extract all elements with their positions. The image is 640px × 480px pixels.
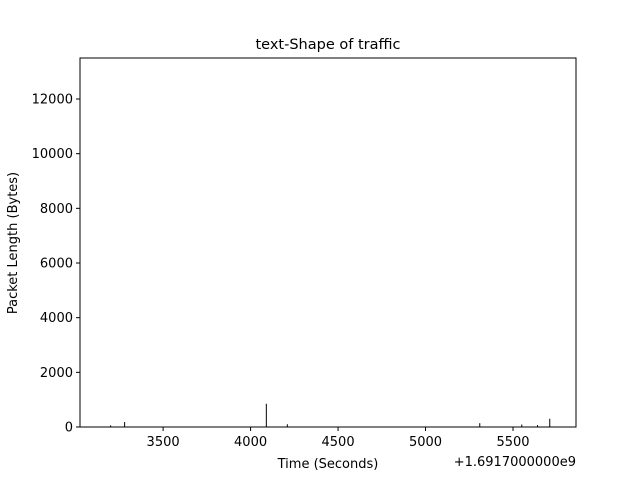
- x-tick-label: 4500: [322, 435, 355, 450]
- x-tick-label: 5000: [409, 435, 442, 450]
- x-axis-offset-label: +1.6917000000e9: [454, 455, 576, 470]
- y-tick-label: 4000: [40, 311, 73, 326]
- y-tick-label: 12000: [32, 93, 73, 108]
- y-tick-label: 10000: [32, 147, 73, 162]
- x-axis-ticks: 3500 4000 4500 5000 5500: [147, 427, 530, 450]
- x-axis-label: Time (Seconds): [277, 457, 379, 472]
- y-axis-ticks: 0 2000 4000 6000 8000 10000 12000: [32, 93, 80, 436]
- x-tick-label: 5500: [496, 435, 529, 450]
- y-tick-label: 8000: [40, 202, 73, 217]
- chart-title: text-Shape of traffic: [256, 37, 401, 53]
- y-tick-label: 6000: [40, 257, 73, 272]
- x-tick-label: 3500: [147, 435, 180, 450]
- y-tick-label: 2000: [40, 366, 73, 381]
- x-tick-label: 4000: [234, 435, 267, 450]
- y-tick-label: 0: [65, 421, 73, 436]
- plot-frame: [79, 57, 577, 428]
- y-axis-label: Packet Length (Bytes): [6, 172, 21, 314]
